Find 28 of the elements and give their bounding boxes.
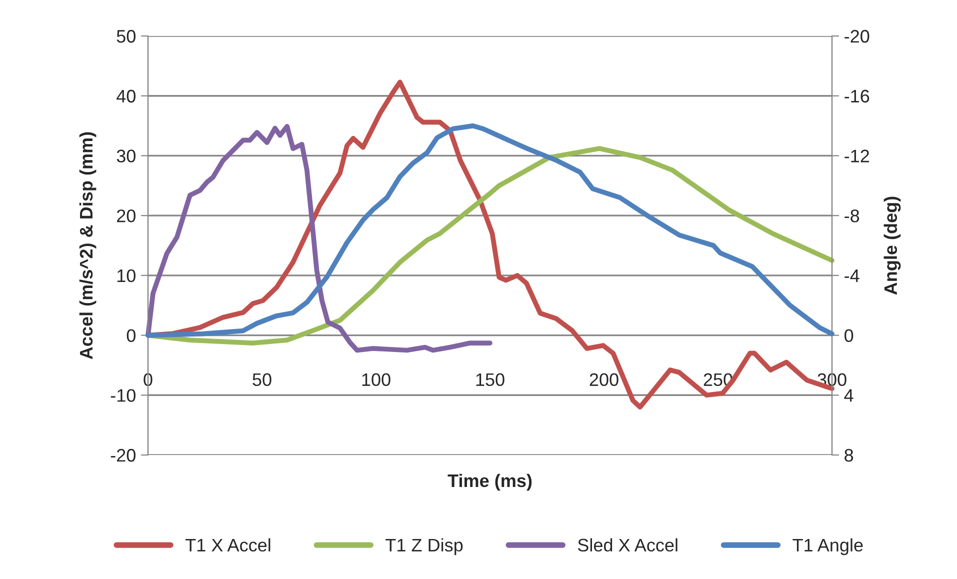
- y2-tick-label: 0: [844, 329, 854, 342]
- y2-tick-label: -16: [844, 90, 870, 103]
- y2-tick-label: 4: [844, 389, 854, 402]
- legend-label: Sled X Accel: [578, 538, 678, 552]
- y2-tick-label: -8: [844, 210, 860, 222]
- y-tick-label: 20: [117, 210, 136, 222]
- y2-tick-label: -12: [844, 150, 869, 162]
- y-tick-label: 50: [116, 30, 136, 43]
- y2-tick-label: 8: [844, 448, 854, 462]
- y-tick-label: 10: [117, 269, 136, 282]
- x-tick-label: 150: [476, 373, 504, 386]
- line-series: [146, 124, 492, 353]
- legend-label: T1 Z Disp: [386, 538, 463, 556]
- x-tick-label: 50: [252, 373, 272, 386]
- y-tick-label: 30: [116, 150, 136, 162]
- legend-label: T1 Angle: [792, 538, 863, 556]
- y2-tick-label: -20: [844, 30, 870, 43]
- y2-axis-title: Angle (deg): [884, 196, 901, 295]
- y-tick-label: -10: [110, 389, 136, 402]
- x-tick-label: 100: [362, 373, 390, 386]
- x-tick-label: 200: [590, 373, 618, 386]
- y2-tick-label: -4: [844, 270, 860, 282]
- y-axis-title: Accel (m/s^2) & Disp (mm): [79, 132, 96, 360]
- legend-label: T1 X Accel: [185, 538, 270, 552]
- x-axis-title: Time (ms): [448, 474, 532, 491]
- y-tick-label: 0: [126, 329, 136, 342]
- y-tick-label: 40: [116, 90, 136, 103]
- y-tick-label: -20: [110, 448, 136, 462]
